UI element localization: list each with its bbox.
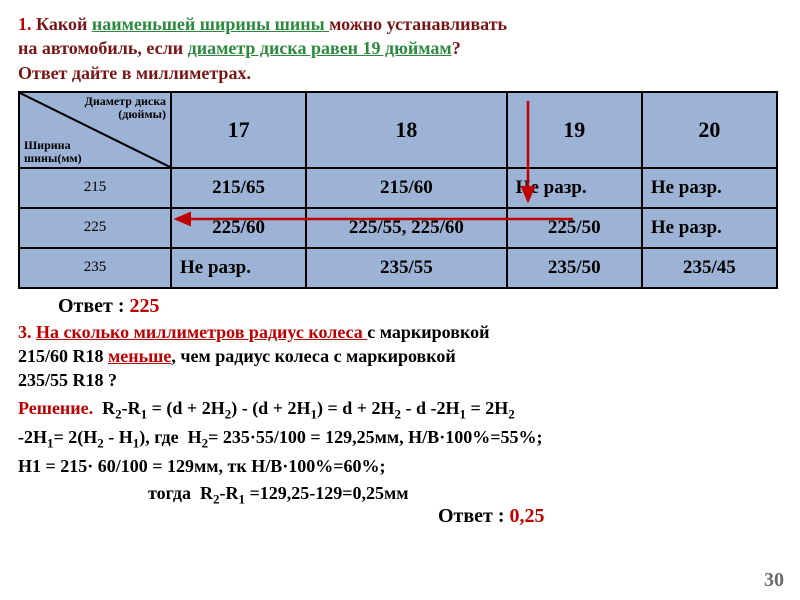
q1-text: Ответ дайте в миллиметрах. [18,63,251,83]
q1-underline-2: диаметр диска равен 19 дюймам [188,38,452,58]
answer-3-label: Ответ : [438,505,505,527]
q3-text: 215/60 R18 [18,346,108,366]
answer-3-value: 0,25 [510,505,545,527]
table-cell: 215/60 [306,168,507,208]
col-header: 18 [306,92,507,168]
col-header: 17 [171,92,306,168]
q3-smaller: меньше [108,346,171,366]
q3-text: с маркировкой [367,322,489,342]
solution-line: R2-R1 = (d + 2H2) - (d + 2H1) = d + 2H2 … [93,398,515,418]
page-number: 30 [764,569,784,592]
table-cell: 215/65 [171,168,306,208]
q3-number: 3. [18,322,32,342]
answer-1: Ответ : 225 [58,295,782,318]
table-cell: 235/55 [306,248,507,288]
table-cell: 225/60 [171,208,306,248]
answer-3: Ответ : 0,25 [438,505,782,528]
table-cell: Не разр. [171,248,306,288]
q1-number: 1. [18,14,32,34]
row-header: 215 [19,168,171,208]
table-cell: Не разр. [507,168,642,208]
solution-block: Решение. R2-R1 = (d + 2H2) - (d + 2H1) =… [18,395,782,509]
q1-text: Какой [36,14,92,34]
col-header: 20 [642,92,777,168]
q1-text: можно устанавливать [329,14,507,34]
solution-line: тогда R2-R1 =129,25-129=0,25мм [148,483,409,503]
table-cell: 235/45 [642,248,777,288]
q3-underline: На сколько миллиметров радиус колеса [36,322,367,342]
diag-bot-label: Ширинашины(мм) [24,139,82,165]
q1-underline-1: наименьшей ширины шины [92,14,329,34]
q1-text: на автомобиль, если [18,38,188,58]
q3-text: 235/55 R18 ? [18,370,117,390]
solution-line: -2H1= 2(H2 - H1), где H2= 235·55/100 = 1… [18,427,542,447]
row-header: 225 [19,208,171,248]
solution-line: H1 = 215· 60/100 = 129мм, тк H/B·100%=60… [18,456,386,476]
table-diagonal-header: Диаметр диска(дюймы) Ширинашины(мм) [19,92,171,168]
table-cell: Не разр. [642,168,777,208]
diag-top-label: Диаметр диска(дюймы) [85,95,166,121]
answer-1-label: Ответ : [58,295,125,317]
answer-1-value: 225 [130,295,160,317]
question-3: 3. На сколько миллиметров радиус колеса … [18,320,782,393]
row-header: 235 [19,248,171,288]
table-cell: 225/55, 225/60 [306,208,507,248]
question-1: 1. Какой наименьшей ширины шины можно ус… [18,12,782,85]
q3-text: , чем радиус колеса с маркировкой [171,346,455,366]
table-cell: 225/50 [507,208,642,248]
col-header: 19 [507,92,642,168]
table-cell: 235/50 [507,248,642,288]
tire-table: Диаметр диска(дюймы) Ширинашины(мм) 17 1… [18,91,778,289]
table-cell: Не разр. [642,208,777,248]
q1-text: ? [452,38,461,58]
solution-label: Решение. [18,398,93,418]
